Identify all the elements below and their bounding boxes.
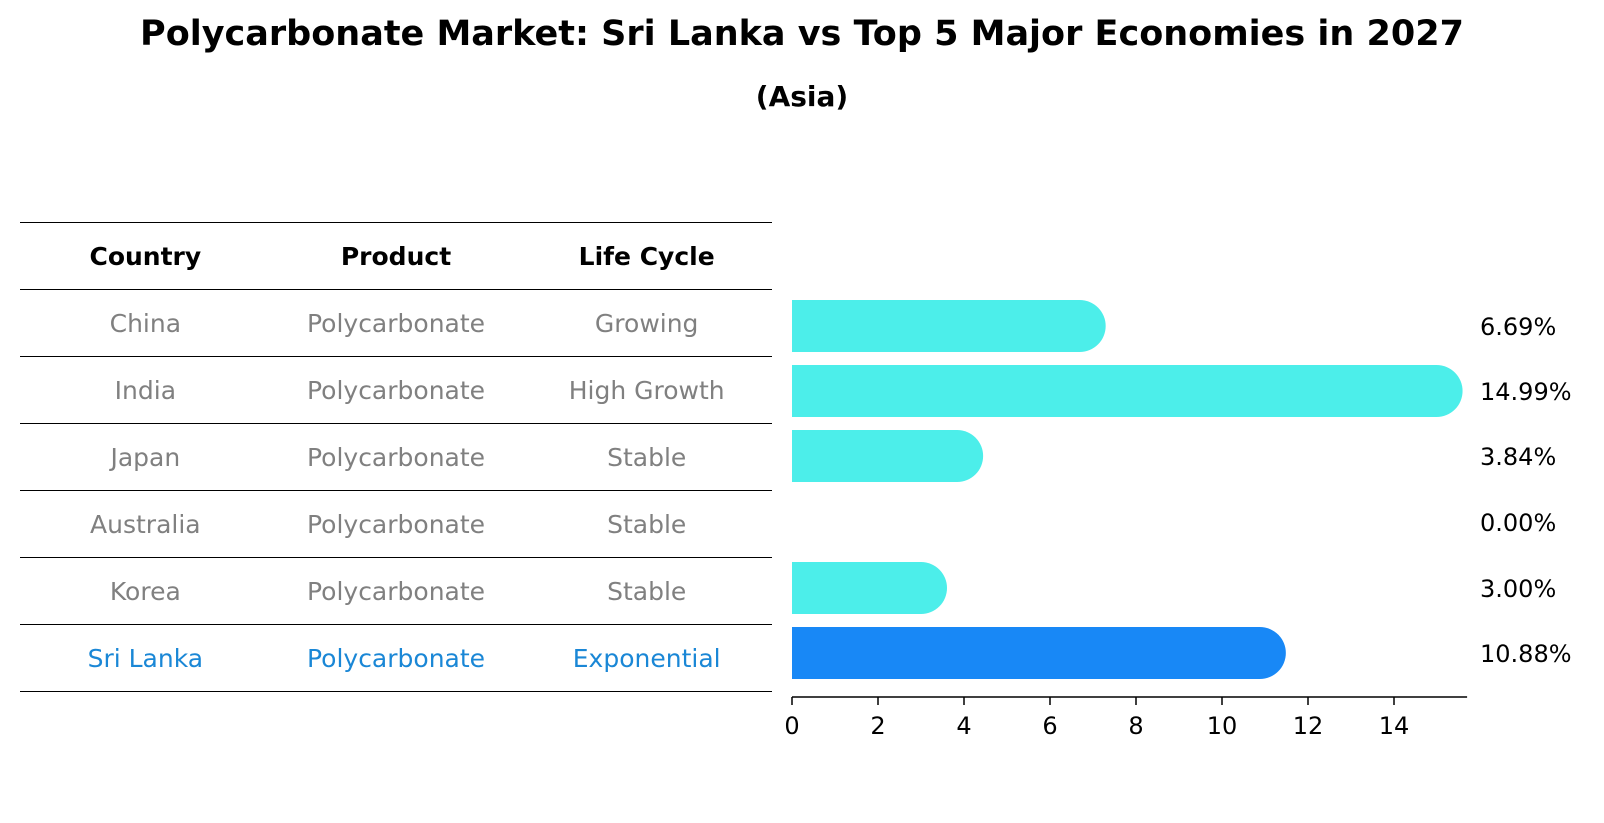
life-cycle-cell: Stable [607,442,687,472]
country-cell: Japan [110,442,181,472]
x-tick-label: 4 [956,712,971,740]
table-row: China Polycarbonate Growing [20,290,772,357]
x-tick-label: 12 [1293,712,1324,740]
country-table: Country Product Life Cycle China Polycar… [20,222,772,692]
life-cycle-cell: High Growth [568,375,725,405]
value-label: 0.00% [1480,509,1556,537]
table-row: India Polycarbonate High Growth [20,357,772,424]
bar-sri-lanka [792,627,1286,679]
table-row: Korea Polycarbonate Stable [20,558,772,625]
x-tick-label: 8 [1128,712,1143,740]
country-cell: Sri Lanka [87,643,204,673]
header-product: Product [340,241,452,271]
value-label: 6.69% [1480,313,1556,341]
life-cycle-cell: Growing [594,308,699,338]
x-tick-label: 14 [1379,712,1410,740]
country-cell: Korea [109,576,181,606]
chart-title: Polycarbonate Market: Sri Lanka vs Top 5… [140,14,1464,54]
chart-subtitle: (Asia) [755,80,849,113]
x-tick-label: 10 [1207,712,1238,740]
product-cell: Polycarbonate [306,509,486,539]
life-cycle-cell: Stable [607,576,687,606]
table-row-highlight: Sri Lanka Polycarbonate Exponential [20,625,772,692]
country-cell: Australia [90,509,201,539]
header-country: Country [89,241,202,271]
bar-india [792,365,1463,417]
life-cycle-cell: Stable [607,509,687,539]
country-cell: China [109,308,182,338]
bar-japan [792,430,984,482]
product-cell: Polycarbonate [306,375,486,405]
product-cell: Polycarbonate [306,442,486,472]
country-cell: India [114,375,177,405]
life-cycle-cell: Exponential [572,643,721,673]
table-row: Australia Polycarbonate Stable [20,491,772,558]
value-label: 14.99% [1480,378,1572,406]
value-label: 10.88% [1480,640,1572,668]
bar-korea [792,562,947,614]
product-cell: Polycarbonate [306,576,486,606]
product-cell: Polycarbonate [306,643,486,673]
table-header-row: Country Product Life Cycle [20,222,772,290]
x-tick-label: 6 [1042,712,1057,740]
product-cell: Polycarbonate [306,308,486,338]
value-label: 3.84% [1480,443,1556,471]
x-tick-label: 0 [784,712,799,740]
header-life-cycle: Life Cycle [578,241,715,271]
x-tick-label: 2 [870,712,885,740]
table-row: Japan Polycarbonate Stable [20,424,772,491]
bar-china [792,300,1106,352]
value-label: 3.00% [1480,575,1556,603]
